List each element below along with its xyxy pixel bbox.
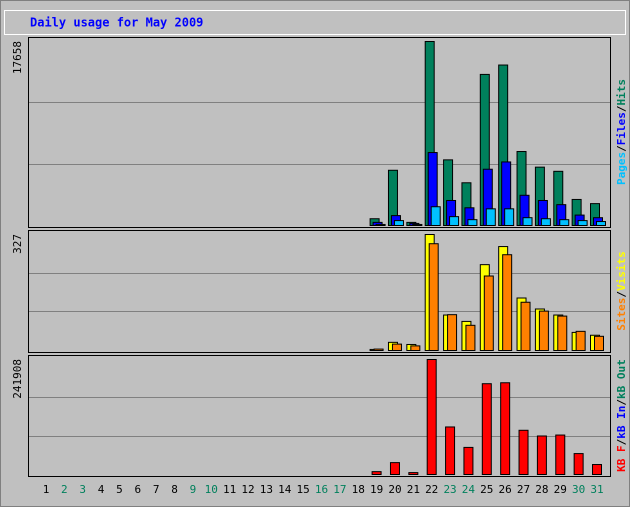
- bar: [520, 301, 531, 351]
- bar: [375, 223, 386, 226]
- bar: [522, 217, 533, 226]
- panel: [28, 37, 611, 228]
- panel: [28, 230, 611, 353]
- y-tick-label: 17658: [11, 41, 24, 74]
- bar: [463, 446, 474, 476]
- x-tick-label: 27: [517, 483, 530, 496]
- x-tick-label: 31: [590, 483, 603, 496]
- x-tick-label: 22: [425, 483, 438, 496]
- x-tick-label: 24: [462, 483, 476, 496]
- bar: [371, 471, 382, 475]
- bar: [540, 218, 551, 227]
- x-tick-label: 12: [241, 483, 254, 496]
- legend: Sites/Visits: [615, 251, 628, 331]
- bar: [504, 208, 515, 226]
- legend-entry: Pages: [615, 152, 628, 185]
- x-tick-label: 15: [297, 483, 310, 496]
- bar: [502, 254, 513, 351]
- bar: [447, 314, 458, 352]
- bar: [391, 343, 402, 352]
- x-tick-label: 23: [443, 483, 456, 496]
- legend: KB F/kB In/kB Out: [615, 359, 628, 472]
- legend-entry: Files: [615, 112, 628, 145]
- legend: Pages/Files/Hits: [615, 79, 628, 185]
- bar: [428, 243, 439, 351]
- legend-entry: kB Out: [615, 359, 628, 399]
- legend-entry: Hits: [615, 79, 628, 106]
- bar: [430, 206, 441, 226]
- x-tick-label: 11: [223, 483, 236, 496]
- bar: [577, 220, 588, 227]
- legend-entry: kB In: [615, 406, 628, 439]
- bar: [592, 464, 602, 476]
- bar: [481, 383, 492, 475]
- legend-separator: /: [615, 105, 628, 112]
- x-tick-label: 28: [535, 483, 548, 496]
- legend-separator: /: [615, 291, 628, 298]
- bar: [518, 429, 529, 475]
- bar: [449, 216, 460, 226]
- legend-separator: /: [615, 145, 628, 152]
- bar: [410, 345, 421, 351]
- legend-separator: /: [615, 438, 628, 445]
- bar: [426, 359, 437, 475]
- bar: [500, 382, 511, 475]
- bar: [408, 472, 419, 475]
- x-tick-label: 19: [370, 483, 383, 496]
- x-tick-label: 13: [260, 483, 273, 496]
- bar: [557, 315, 568, 351]
- legend-separator: /: [615, 399, 628, 406]
- bar: [445, 426, 456, 476]
- y-tick-label: 327: [11, 234, 24, 254]
- bar: [538, 310, 549, 351]
- bar: [373, 348, 384, 352]
- x-tick-label: 6: [135, 483, 142, 496]
- bar: [485, 208, 496, 226]
- x-tick-label: 20: [388, 483, 401, 496]
- bar: [555, 434, 566, 475]
- bar: [467, 219, 478, 227]
- x-tick-label: 18: [352, 483, 365, 496]
- bar: [465, 324, 476, 351]
- x-tick-label: 14: [278, 483, 292, 496]
- bar: [412, 223, 423, 226]
- x-tick-label: 4: [98, 483, 105, 496]
- bar: [483, 275, 494, 351]
- y-tick-label: 241908: [11, 359, 24, 399]
- x-tick-label: 16: [315, 483, 328, 496]
- x-tick-label: 8: [171, 483, 178, 496]
- x-tick-label: 17: [333, 483, 346, 496]
- x-tick-label: 7: [153, 483, 160, 496]
- x-tick-label: 29: [554, 483, 567, 496]
- x-tick-label: 25: [480, 483, 493, 496]
- legend-entry: Visits: [615, 251, 628, 291]
- x-tick-label: 10: [205, 483, 218, 496]
- x-tick-label: 1: [43, 483, 50, 496]
- x-tick-label: 2: [61, 483, 68, 496]
- bar: [393, 220, 404, 227]
- bar: [594, 335, 604, 351]
- x-tick-label: 30: [572, 483, 585, 496]
- title-bar: [4, 10, 626, 35]
- x-tick-label: 26: [499, 483, 512, 496]
- legend-entry: Sites: [615, 298, 628, 331]
- x-tick-label: 5: [116, 483, 123, 496]
- legend-entry: KB F: [615, 445, 628, 472]
- bar: [573, 453, 584, 475]
- x-tick-label: 3: [79, 483, 86, 496]
- bar: [389, 462, 400, 476]
- bar: [559, 219, 570, 227]
- x-tick-label: 9: [190, 483, 197, 496]
- bar: [536, 435, 547, 475]
- bar: [596, 221, 606, 227]
- bar: [575, 330, 586, 351]
- chart-title: Daily usage for May 2009: [30, 16, 203, 30]
- panel: [28, 355, 611, 477]
- x-tick-label: 21: [407, 483, 420, 496]
